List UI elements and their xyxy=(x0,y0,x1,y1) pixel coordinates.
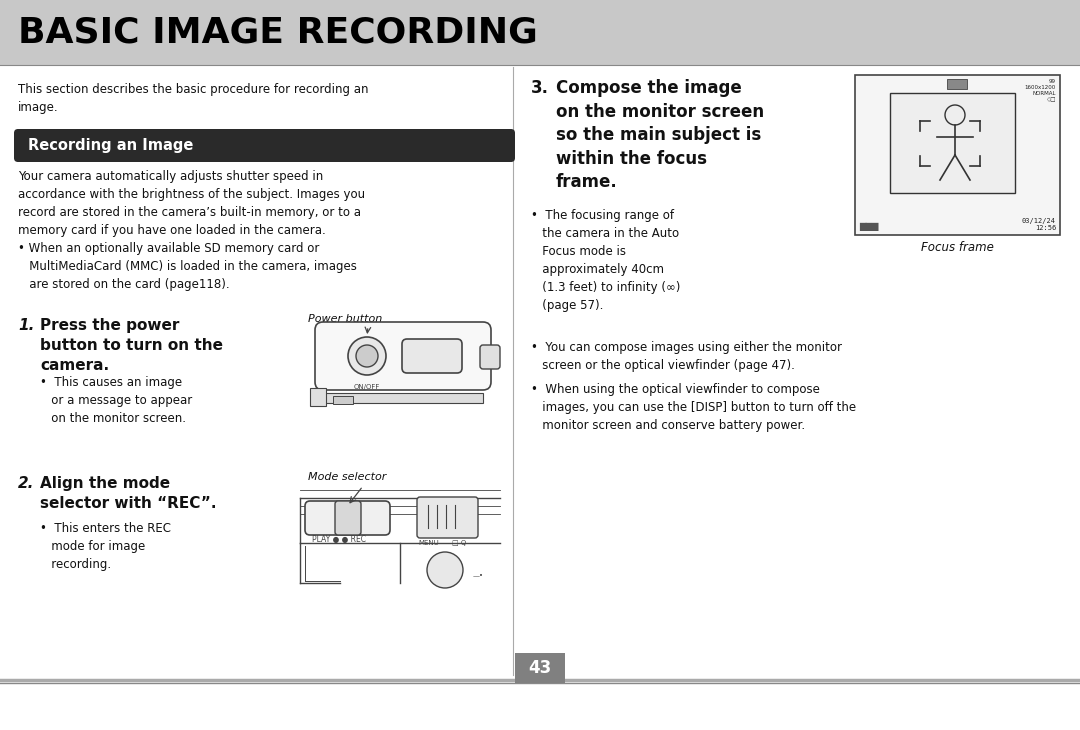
Text: •  The focusing range of
   the camera in the Auto
   Focus mode is
   approxima: • The focusing range of the camera in th… xyxy=(531,209,680,312)
Bar xyxy=(947,79,967,89)
FancyBboxPatch shape xyxy=(305,501,390,535)
Bar xyxy=(333,396,353,404)
Circle shape xyxy=(348,337,386,375)
Text: 2.: 2. xyxy=(18,476,35,491)
FancyBboxPatch shape xyxy=(14,129,515,162)
Circle shape xyxy=(356,345,378,367)
Text: Compose the image
on the monitor screen
so the main subject is
within the focus
: Compose the image on the monitor screen … xyxy=(556,79,765,191)
Text: Recording an Image: Recording an Image xyxy=(28,138,193,153)
Bar xyxy=(310,388,326,406)
Text: 99
1600x1200
NORMAL
◇□: 99 1600x1200 NORMAL ◇□ xyxy=(1025,79,1056,103)
FancyBboxPatch shape xyxy=(480,345,500,369)
Text: Your camera automatically adjusts shutter speed in
accordance with the brightnes: Your camera automatically adjusts shutte… xyxy=(18,170,365,291)
Text: •  This enters the REC
   mode for image
   recording.: • This enters the REC mode for image rec… xyxy=(40,522,171,571)
Text: 43: 43 xyxy=(528,659,552,677)
Text: This section describes the basic procedure for recording an
image.: This section describes the basic procedu… xyxy=(18,83,368,114)
Text: 1.: 1. xyxy=(18,318,35,333)
Text: Focus frame: Focus frame xyxy=(921,241,994,254)
Bar xyxy=(0,0,1080,65)
Text: •  When using the optical viewfinder to compose
   images, you can use the [DISP: • When using the optical viewfinder to c… xyxy=(531,383,856,432)
Text: □ Q: □ Q xyxy=(453,540,467,546)
Circle shape xyxy=(427,552,463,588)
Text: Mode selector: Mode selector xyxy=(308,472,387,482)
Text: Align the mode
selector with “REC”.: Align the mode selector with “REC”. xyxy=(40,476,216,511)
Text: —•: —• xyxy=(473,572,484,578)
Text: Power button: Power button xyxy=(308,314,382,324)
Text: BASIC IMAGE RECORDING: BASIC IMAGE RECORDING xyxy=(18,15,538,50)
Text: 3.: 3. xyxy=(531,79,549,97)
Bar xyxy=(323,393,483,403)
Text: 03/12/24
12:56: 03/12/24 12:56 xyxy=(1022,218,1056,231)
FancyBboxPatch shape xyxy=(417,497,478,538)
Text: Press the power
button to turn on the
camera.: Press the power button to turn on the ca… xyxy=(40,318,222,372)
Text: MENU: MENU xyxy=(418,540,438,546)
Bar xyxy=(890,93,1015,193)
Bar xyxy=(515,653,565,683)
Text: •  You can compose images using either the monitor
   screen or the optical view: • You can compose images using either th… xyxy=(531,341,842,372)
Text: •  This causes an image
   or a message to appear
   on the monitor screen.: • This causes an image or a message to a… xyxy=(40,376,192,425)
FancyBboxPatch shape xyxy=(402,339,462,373)
Text: ON/OFF: ON/OFF xyxy=(354,384,380,390)
Bar xyxy=(855,75,1059,235)
FancyBboxPatch shape xyxy=(315,322,491,390)
FancyBboxPatch shape xyxy=(335,501,361,535)
Text: PLAY ● ● REC: PLAY ● ● REC xyxy=(312,535,366,544)
Text: ███: ███ xyxy=(859,222,878,231)
